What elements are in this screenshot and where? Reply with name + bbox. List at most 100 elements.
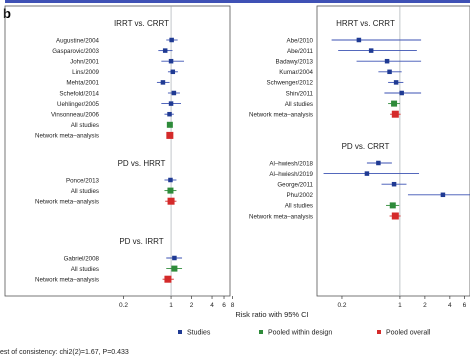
- pooled-overall-marker: [166, 131, 174, 139]
- pooled-overall-marker: [391, 110, 399, 118]
- forest-group-1: HRRT vs. CRRT Abe/2010 Abe/2011 Badawy/2013…: [249, 19, 422, 119]
- legend-label: Studies: [187, 330, 211, 337]
- study-marker: [356, 37, 362, 43]
- group-title: PD vs. IRRT: [119, 237, 163, 246]
- study-marker: [440, 192, 446, 198]
- group-title: IRRT vs. CRRT: [114, 19, 169, 28]
- study-marker: [162, 48, 168, 53]
- study-marker: [393, 80, 399, 85]
- x-tick-label: 6: [463, 302, 467, 309]
- row-label: Network meta–analysis: [249, 213, 313, 220]
- group-title: PD vs. CRRT: [342, 142, 390, 151]
- study-marker: [168, 177, 173, 183]
- x-tick-label: 0.2: [119, 302, 128, 309]
- row-label: Abe/2010: [287, 37, 314, 44]
- x-axis: 0.2 1 2 4 6: [337, 296, 467, 309]
- study-marker: [384, 58, 390, 64]
- x-tick-label: 8: [231, 302, 235, 309]
- study-marker: [364, 171, 370, 176]
- legend-item: Pooled overall: [377, 330, 431, 337]
- row-label: Shin/2011: [286, 90, 314, 97]
- x-axis-title: Risk ratio with 95% CI: [235, 310, 308, 319]
- panel-frame: [316, 5, 470, 297]
- legend-item: Studies: [178, 330, 211, 337]
- panel-letter: b: [3, 6, 11, 21]
- row-label: Network meta–analysis: [35, 133, 99, 140]
- row-label: Phu/2002: [287, 192, 314, 199]
- pooled-overall-marker: [164, 275, 172, 283]
- row-label: John/2001: [70, 59, 99, 66]
- study-marker: [391, 181, 397, 187]
- forest-panel-1: IRRT vs. CRRT Augustine/2004 Gasparovic/20…: [4, 5, 235, 309]
- legend-swatch: [259, 330, 263, 334]
- consistency-text: est of consistency: chi2(2)=1.67, P=0.43…: [0, 349, 129, 356]
- row-label: Badawy/2013: [276, 59, 314, 66]
- row-label: Network meta–analysis: [35, 199, 99, 206]
- legend-swatch: [377, 330, 381, 334]
- x-tick-label: 2: [423, 302, 427, 309]
- study-marker: [160, 80, 166, 85]
- study-marker: [169, 37, 174, 43]
- forest-group-2: PD vs. CRRT Al–hwiesh/2018 Al–hwiesh/2019 G…: [249, 142, 470, 220]
- study-marker: [167, 111, 172, 117]
- study-marker: [171, 90, 177, 96]
- top-band: [5, 0, 470, 3]
- legend-label: Pooled within design: [268, 330, 332, 337]
- pooled-design-marker: [389, 202, 396, 209]
- legend-swatch: [178, 330, 182, 334]
- row-label: Al–hwiesh/2019: [269, 171, 313, 178]
- pooled-overall-marker: [167, 197, 175, 205]
- study-marker: [170, 69, 176, 75]
- forest-group-1: IRRT vs. CRRT Augustine/2004 Gasparovic/20…: [35, 19, 185, 140]
- row-label: Schefold/2014: [59, 90, 99, 97]
- pooled-design-marker: [171, 265, 178, 272]
- row-label: Lins/2009: [72, 69, 99, 76]
- row-label: Gasparovic/2003: [52, 48, 99, 55]
- x-tick-label: 1: [169, 302, 173, 309]
- row-label: All studies: [71, 266, 99, 273]
- study-marker: [168, 58, 174, 64]
- panel-frame: [4, 5, 231, 297]
- forest-group-3: PD vs. IRRT Gabriel/2008 All studies Networ…: [35, 237, 183, 284]
- study-marker: [399, 90, 404, 96]
- row-label: Gabriel/2008: [64, 255, 100, 262]
- row-label: All studies: [71, 122, 99, 129]
- x-tick-label: 4: [210, 302, 214, 309]
- x-tick-label: 1: [398, 302, 402, 309]
- row-label: All studies: [71, 188, 99, 195]
- x-tick-label: 6: [222, 302, 226, 309]
- row-label: Network meta–analysis: [35, 277, 99, 284]
- row-label: Augustine/2004: [56, 37, 100, 44]
- pooled-design-marker: [166, 121, 173, 128]
- row-label: All studies: [285, 101, 313, 108]
- row-label: Mehta/2001: [66, 80, 99, 87]
- forest-panel-2: HRRT vs. CRRT Abe/2010 Abe/2011 Badawy/2013…: [249, 5, 470, 309]
- study-marker: [168, 101, 174, 106]
- study-marker: [387, 69, 392, 75]
- legend-item: Pooled within design: [259, 330, 332, 337]
- panels: IRRT vs. CRRT Augustine/2004 Gasparovic/20…: [4, 5, 470, 309]
- group-title: PD vs. HRRT: [118, 159, 166, 168]
- row-label: Schwenger/2012: [267, 80, 314, 87]
- row-label: George/2011: [277, 182, 313, 189]
- x-tick-label: 0.2: [337, 302, 346, 309]
- row-label: All studies: [285, 203, 313, 210]
- row-label: Ponce/2013: [66, 177, 100, 184]
- forest-group-2: PD vs. HRRT Ponce/2013 All studies Network …: [35, 159, 177, 206]
- row-label: Al–hwiesh/2018: [269, 160, 313, 167]
- x-tick-label: 2: [190, 302, 194, 309]
- row-label: Network meta–analysis: [249, 112, 313, 119]
- legend: Studies Pooled within design Pooled overal…: [178, 330, 431, 337]
- x-tick-label: 4: [448, 302, 452, 309]
- study-marker: [172, 255, 177, 261]
- row-label: Kumar/2004: [279, 69, 313, 76]
- row-label: Abe/2011: [287, 48, 314, 55]
- group-title: HRRT vs. CRRT: [336, 19, 395, 28]
- row-label: Uehlinger/2005: [57, 101, 100, 108]
- x-axis: 0.2 1 2 4 6 8: [119, 296, 235, 309]
- pooled-overall-marker: [391, 212, 399, 220]
- legend-label: Pooled overall: [386, 330, 431, 337]
- pooled-design-marker: [167, 187, 174, 194]
